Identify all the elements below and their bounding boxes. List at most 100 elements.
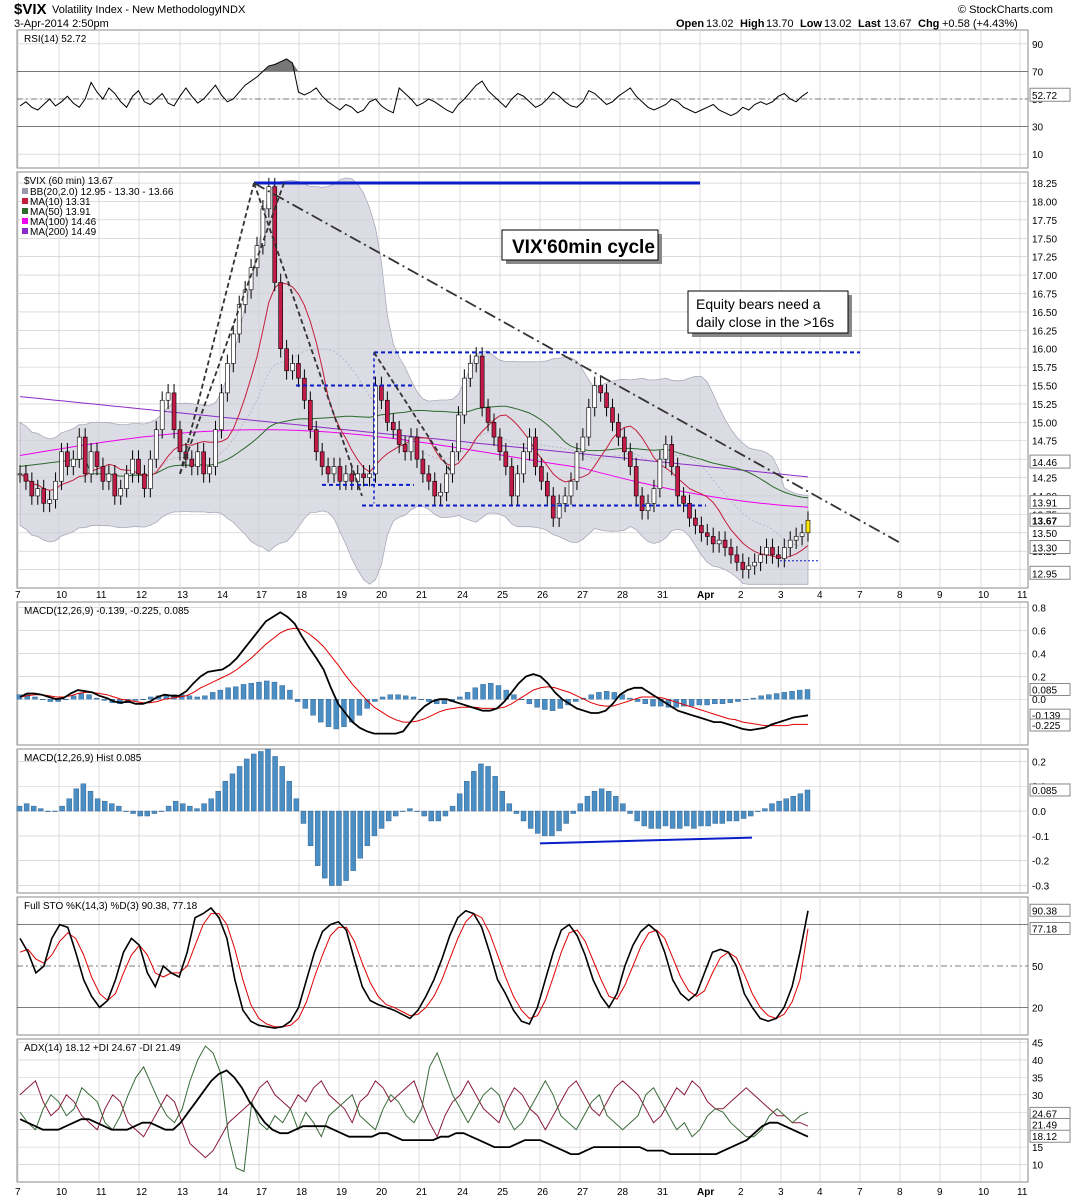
candle-body (764, 547, 769, 556)
hist-bar (265, 748, 271, 812)
macd-hist-bar (557, 699, 563, 709)
hist-bar (471, 771, 477, 812)
hist-bar (158, 810, 165, 812)
hist-bar (655, 810, 662, 829)
candle-body (302, 377, 307, 401)
macd-hist-bar (642, 699, 648, 705)
candle-body (296, 363, 301, 379)
candle-body (88, 451, 94, 475)
candle-body (592, 385, 598, 408)
legend-entry: MA(200) 14.49 (30, 227, 97, 238)
macd-hist-bar (379, 696, 386, 700)
hist-bar (606, 791, 612, 812)
annotations: VIX'60min cycle Equity bears need a dail… (501, 229, 852, 337)
hist-bar (236, 766, 243, 812)
ohlc-open-label: Open (676, 18, 704, 30)
hist-bar (464, 781, 470, 812)
x-tick-label: 7 (857, 590, 863, 601)
datetime: 3-Apr-2014 2:50pm (14, 18, 109, 30)
x-tick-label: 12 (136, 590, 148, 601)
x-tick-label-bottom: 3 (778, 1187, 784, 1198)
hist-bar (442, 810, 449, 817)
candle-body (479, 355, 485, 408)
macd-hist-bar (63, 699, 69, 700)
macd-hist-bar (256, 681, 262, 700)
x-tick-label: 13 (177, 590, 189, 601)
candle-body (604, 392, 609, 408)
hist-bar (208, 798, 214, 812)
candle-body (319, 451, 325, 467)
candle-body (207, 466, 212, 475)
hist-bar (563, 810, 569, 824)
ohlc-low: 13.02 (824, 18, 852, 30)
price-label-box (1029, 512, 1071, 527)
macd-hist-bar (47, 699, 54, 702)
macd-hist-bar (318, 699, 324, 723)
hist-bar (435, 810, 442, 822)
hist-bar (698, 810, 704, 827)
candle-body (645, 503, 651, 511)
macd-last-label: -0.225 (1032, 721, 1061, 732)
ohlc-open: 13.02 (706, 18, 734, 30)
macd-hist-bar (673, 699, 679, 708)
macd-hist-bar (372, 699, 378, 702)
hist-bar (286, 781, 292, 812)
candle-body (438, 491, 443, 497)
candle-body (349, 473, 355, 482)
adx-last-label: 21.49 (1032, 1120, 1057, 1131)
candle-body (343, 473, 349, 482)
macd-hist-bar (518, 699, 525, 700)
rsi-tick: 10 (1032, 150, 1044, 161)
candle-body (219, 392, 224, 430)
adx-last-box (1029, 1129, 1071, 1143)
x-tick-label: 28 (617, 590, 629, 601)
hist-bar (527, 810, 534, 829)
price-tick: 17.00 (1032, 271, 1057, 282)
hist-bar (776, 800, 782, 812)
macd-hist-bar (758, 695, 764, 700)
candle-body (396, 429, 402, 445)
candle-body (325, 466, 331, 475)
candle-body (669, 444, 675, 467)
price-tick: 17.25 (1032, 253, 1057, 264)
hist-bar (243, 758, 250, 812)
macd-hist-bar (526, 699, 533, 705)
adx-last-label: 18.12 (1032, 1132, 1057, 1143)
hist-bar (45, 810, 51, 812)
rsi-tick: 30 (1032, 123, 1044, 134)
hist-label: MACD(12,26,9) Hist 0.085 (24, 753, 142, 764)
price-tick: 18.25 (1032, 179, 1057, 190)
copyright: © StockCharts.com (958, 4, 1053, 16)
rsi-last-label: 52.72 (1032, 91, 1057, 102)
candle-body (545, 480, 550, 497)
hist-bar (378, 810, 385, 829)
hist-bar (400, 810, 406, 812)
macd-hist-bar (511, 694, 517, 700)
candle-body (82, 436, 88, 475)
ma200-line (19, 396, 809, 478)
indicator-panels: 1030507090RSI(14) 52.7252.7213.0013.2513… (15, 29, 1071, 1198)
macd-hist-bar (233, 686, 239, 700)
ohlc-chg: +0.58 (+4.43%) (942, 18, 1018, 30)
x-tick-label-bottom: 10 (978, 1187, 990, 1198)
hist-last-label: 0.085 (1032, 786, 1057, 797)
x-tick-label: 8 (897, 590, 903, 601)
macd-hist-bar (573, 699, 579, 702)
hist-bar (591, 791, 598, 812)
candle-body (622, 436, 627, 453)
candle-body (728, 547, 734, 556)
macd-hist-bar (603, 691, 610, 700)
candle-body (414, 436, 420, 460)
price-tick: 16.25 (1032, 326, 1057, 337)
macd-hist-bar (742, 699, 749, 700)
candle-body (248, 267, 254, 291)
x-tick-label-bottom: 11 (96, 1187, 107, 1198)
candle-body (230, 333, 236, 364)
price-tick: 14.25 (1032, 474, 1057, 485)
adx-line (19, 1069, 809, 1155)
macd-hist-bar (94, 697, 100, 700)
hist-bar (542, 810, 548, 837)
macd-hist-bar (387, 694, 394, 700)
hist-bar (627, 810, 633, 814)
